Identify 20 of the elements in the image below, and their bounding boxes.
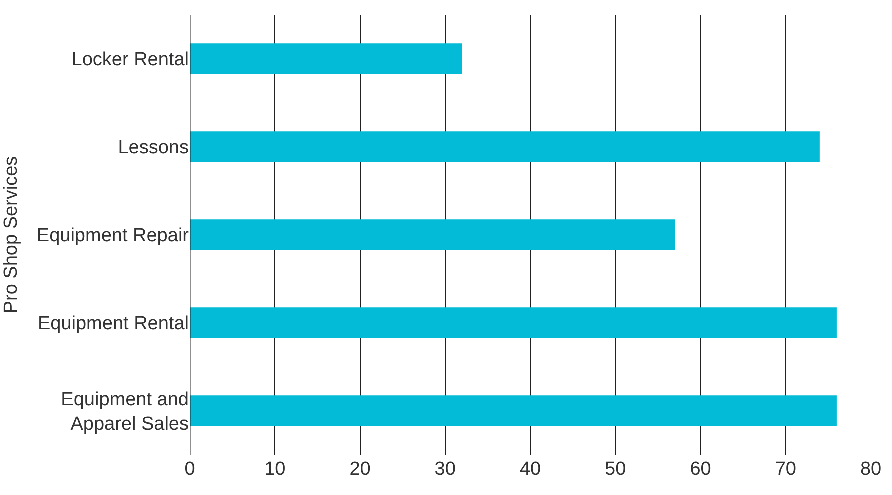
x-tick-label: 0 xyxy=(184,459,196,480)
x-tick-label: 40 xyxy=(520,459,542,480)
x-tick-label: 50 xyxy=(605,459,626,480)
x-tick-label: 30 xyxy=(434,459,456,480)
y-axis-title: Pro Shop Services xyxy=(0,156,22,314)
x-tick-label: 70 xyxy=(775,459,796,480)
bar xyxy=(190,308,837,338)
y-tick-label: Equipment Repair xyxy=(36,226,190,247)
bar xyxy=(190,132,820,162)
x-tick-label: 20 xyxy=(350,459,371,480)
bar xyxy=(190,220,676,250)
y-tick-label: Lessons xyxy=(118,138,189,159)
x-tick-label: 60 xyxy=(690,459,712,480)
y-tick-label: Equipment and Apparel Sales xyxy=(61,389,189,435)
bar xyxy=(190,396,837,426)
y-tick-label: Locker Rental xyxy=(72,50,189,71)
y-tick-label: Equipment Rental xyxy=(38,314,189,335)
bar xyxy=(190,44,462,74)
x-tick-label: 80 xyxy=(860,459,882,480)
x-tick-label: 10 xyxy=(264,459,286,480)
